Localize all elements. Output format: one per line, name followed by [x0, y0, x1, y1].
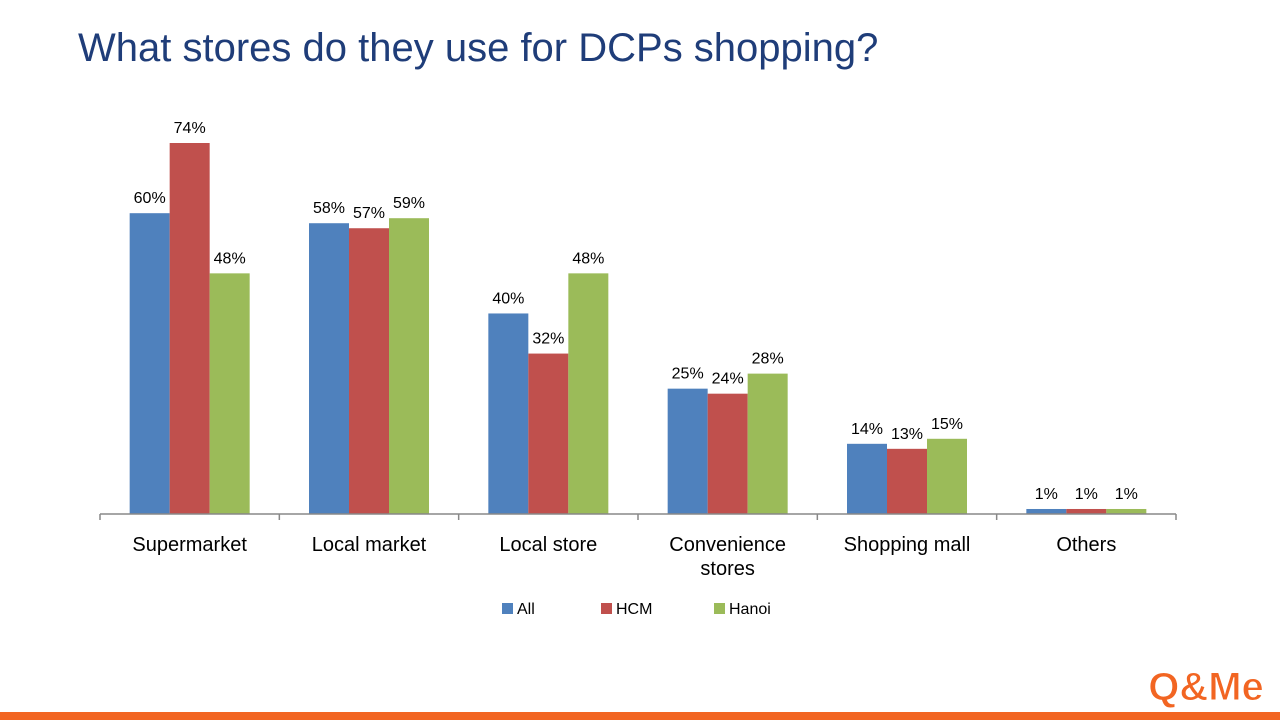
bar: [747, 373, 788, 514]
data-label: 57%: [353, 205, 385, 222]
bar: [309, 223, 349, 514]
data-label: 1%: [1035, 486, 1058, 503]
bar: [707, 393, 748, 514]
x-tick-label: Local store: [499, 534, 597, 556]
data-label: 1%: [1115, 486, 1138, 503]
data-label: 40%: [492, 290, 524, 307]
bar: [528, 353, 569, 514]
data-label: 1%: [1075, 486, 1098, 503]
x-tick-label: Shopping mall: [844, 534, 971, 556]
x-tick-label: Others: [1056, 534, 1116, 556]
legend-label: HCM: [616, 601, 652, 618]
data-label: 14%: [851, 421, 883, 438]
legend-swatch: [714, 603, 725, 614]
data-label: 28%: [752, 351, 784, 368]
legend-label: Hanoi: [729, 601, 771, 618]
bar: [1026, 508, 1067, 514]
bar: [847, 443, 887, 514]
qandme-logo: Q&Me: [1148, 665, 1265, 710]
svg-text:Q&Me: Q&Me: [1148, 665, 1264, 709]
x-tick-label: Supermarket: [132, 534, 247, 556]
page-title: What stores do they use for DCPs shoppin…: [78, 26, 879, 70]
bar: [927, 438, 967, 514]
bar: [667, 388, 708, 514]
legend-swatch: [601, 603, 612, 614]
data-label: 59%: [393, 195, 425, 212]
bar: [349, 228, 389, 514]
bar: [1066, 508, 1107, 514]
data-label: 24%: [712, 371, 744, 388]
data-label: 58%: [313, 200, 345, 217]
bar: [389, 218, 429, 514]
data-label: 15%: [931, 416, 963, 433]
bar: [1106, 508, 1147, 514]
legend-swatch: [502, 603, 513, 614]
bar: [209, 273, 250, 514]
data-label: 13%: [891, 426, 923, 443]
bar: [488, 313, 529, 514]
x-tick-label: Local market: [312, 534, 427, 556]
brand-bar: [0, 712, 1280, 720]
x-tick-label: Convenience stores: [669, 534, 786, 580]
bar: [887, 448, 927, 514]
data-label: 25%: [672, 366, 704, 383]
bar: [129, 213, 170, 514]
bar: [169, 143, 210, 514]
bar: [568, 273, 609, 514]
data-label: 74%: [174, 120, 206, 137]
data-label: 48%: [572, 250, 604, 267]
legend-label: All: [517, 601, 535, 618]
data-label: 48%: [214, 250, 246, 267]
data-label: 32%: [532, 331, 564, 348]
data-label: 60%: [134, 190, 166, 207]
